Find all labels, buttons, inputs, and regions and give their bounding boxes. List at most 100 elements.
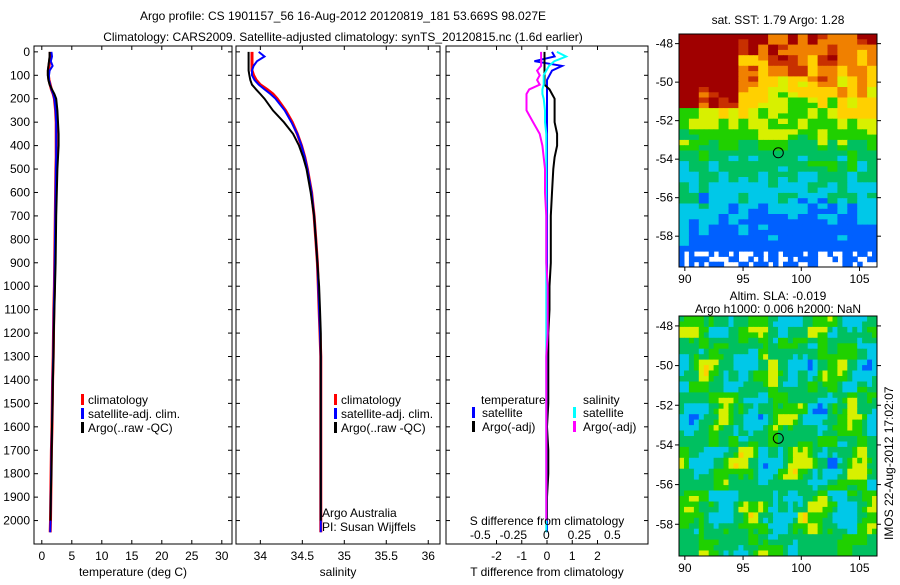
map-cell — [688, 214, 695, 220]
map-cell — [852, 219, 858, 226]
map-cell — [862, 192, 868, 199]
map-cell — [822, 235, 828, 241]
map-cell — [837, 408, 843, 415]
map-cell — [688, 386, 695, 393]
map-cell — [698, 337, 705, 344]
map-cell — [802, 408, 809, 415]
map-cell — [832, 124, 838, 130]
map-cell — [862, 219, 868, 226]
map-cell — [778, 517, 784, 524]
map-cell — [867, 108, 873, 114]
map-cell — [738, 539, 744, 546]
map-cell — [763, 523, 769, 530]
map-cell — [763, 97, 769, 104]
map-cell — [698, 517, 705, 524]
map-cell — [797, 501, 804, 508]
map-cell — [768, 150, 774, 157]
map-cell — [847, 446, 853, 453]
map-cell — [822, 392, 828, 399]
map-cell — [718, 474, 725, 481]
map-cell — [812, 517, 819, 524]
map-cell — [817, 321, 824, 328]
map-cell — [758, 192, 764, 199]
legend-label: climatology — [341, 393, 401, 407]
map-cell — [693, 397, 700, 404]
map-cell — [708, 55, 715, 61]
map-cell — [807, 34, 814, 40]
map-cell — [872, 55, 878, 61]
map-cell — [832, 430, 838, 437]
map-cell — [708, 479, 715, 486]
map-cell — [797, 39, 804, 46]
map-cell — [842, 166, 848, 173]
map-cell — [872, 539, 878, 546]
map-cell — [837, 381, 843, 388]
map-cell — [698, 468, 705, 475]
map-cell — [773, 256, 779, 263]
map-cell — [837, 171, 843, 178]
map-cell — [763, 81, 769, 88]
map-cell — [812, 198, 819, 204]
map-cell — [827, 528, 833, 535]
map-cell — [787, 171, 794, 178]
map-cell — [733, 463, 739, 470]
map-cell — [807, 408, 814, 415]
map-cell — [817, 523, 824, 530]
map-cell — [688, 316, 695, 322]
map-cell — [847, 71, 853, 77]
map-cell — [842, 496, 848, 502]
map-cell — [783, 397, 789, 404]
map-cell — [713, 87, 720, 93]
map-cell — [679, 485, 685, 492]
map-cell — [822, 192, 828, 199]
map-cell — [684, 198, 690, 204]
map-cell — [792, 92, 799, 99]
map-cell — [787, 60, 794, 67]
map-cell — [822, 76, 828, 83]
map-cell — [773, 208, 779, 215]
map-cell — [748, 92, 754, 99]
map-cell — [862, 44, 868, 51]
map-cell — [698, 177, 705, 183]
map-cell — [748, 65, 754, 72]
map-cell — [768, 381, 774, 388]
map-cell — [743, 463, 749, 470]
map-cell — [817, 235, 824, 241]
map-cell — [807, 71, 814, 77]
map-cell — [857, 229, 863, 236]
map-cell — [688, 139, 695, 146]
map-cell — [773, 392, 779, 399]
map-cell — [713, 386, 720, 393]
map-cell — [703, 166, 710, 173]
map-cell — [778, 71, 784, 77]
map-cell — [728, 425, 734, 432]
map-cell — [738, 97, 744, 104]
map-cell — [852, 496, 858, 502]
map-cell — [684, 496, 690, 502]
map-cell — [763, 441, 769, 448]
map-cell — [792, 166, 799, 173]
legend-swatch — [81, 394, 84, 405]
map-cell — [827, 208, 833, 215]
map-cell — [768, 118, 774, 125]
map-cell — [837, 354, 843, 361]
map-cell — [723, 177, 729, 183]
map-cell — [827, 463, 833, 470]
map-cell — [787, 550, 794, 557]
map-cell — [852, 512, 858, 519]
map-cell — [718, 240, 725, 247]
map-cell — [723, 198, 729, 204]
map-cell — [773, 354, 779, 361]
map-cell — [748, 441, 754, 448]
map-cell — [817, 97, 824, 104]
map-cell — [792, 60, 799, 67]
map-cell — [718, 39, 725, 46]
map-cell — [703, 208, 710, 215]
map-cell — [733, 316, 739, 322]
map-cell — [763, 468, 769, 475]
map-cell — [748, 87, 754, 93]
map-cell — [872, 321, 878, 328]
map-cell — [743, 474, 749, 481]
map-cell — [807, 198, 814, 204]
map-cell — [713, 240, 720, 247]
